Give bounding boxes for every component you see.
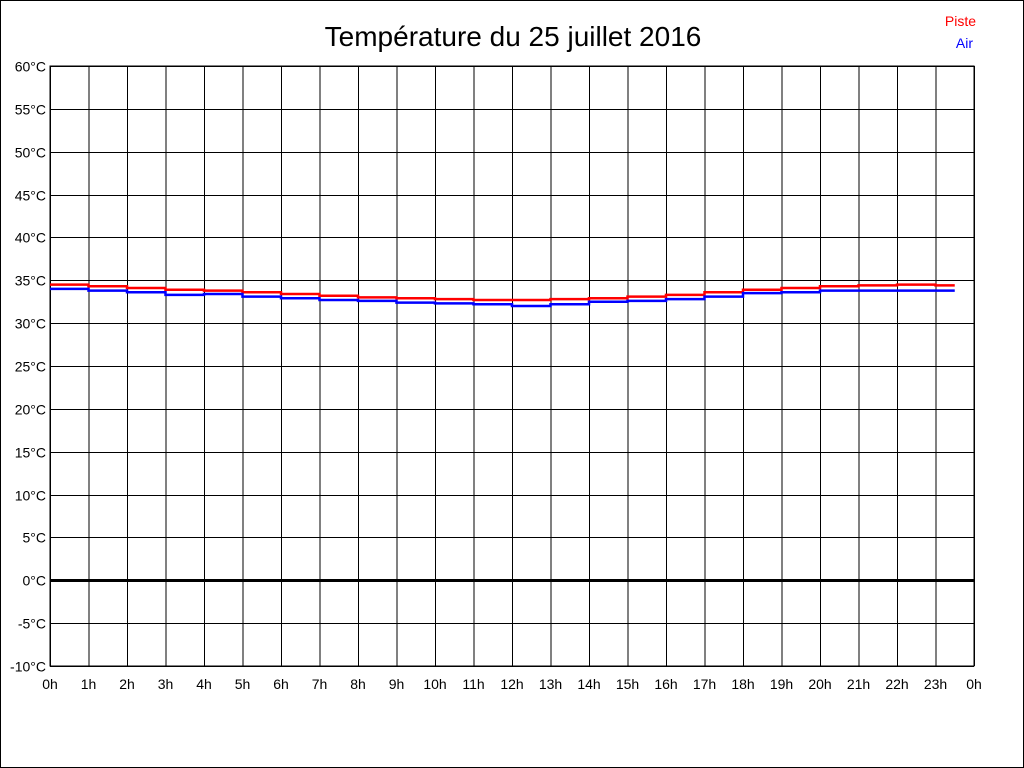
series-line-piste (50, 283, 955, 302)
y-tick-label: 0°C (23, 573, 47, 589)
y-tick-label: 60°C (15, 59, 46, 75)
legend-piste: Piste (945, 13, 976, 29)
y-tick-label: 25°C (15, 359, 46, 375)
y-tick-label: 5°C (23, 530, 47, 546)
x-tick-label: 12h (500, 676, 523, 692)
chart-title: Température du 25 juillet 2016 (325, 21, 702, 52)
x-tick-label: 6h (273, 676, 289, 692)
y-tick-label: -5°C (18, 616, 46, 632)
x-tick-label: 13h (539, 676, 562, 692)
y-tick-label: 30°C (15, 316, 46, 332)
legend-air: Air (956, 35, 973, 51)
x-tick-label: 23h (924, 676, 947, 692)
x-tick-label: 15h (616, 676, 639, 692)
y-tick-label: 20°C (15, 402, 46, 418)
x-tick-label: 2h (119, 676, 135, 692)
y-tick-label: 40°C (15, 230, 46, 246)
x-tick-label: 4h (196, 676, 212, 692)
y-tick-label: 10°C (15, 488, 46, 504)
x-tick-label: 17h (693, 676, 716, 692)
series-line-air (50, 287, 955, 308)
x-tick-label: 1h (81, 676, 97, 692)
x-tick-label: 14h (577, 676, 600, 692)
x-tick-label: 0h (42, 676, 58, 692)
y-tick-label: 45°C (15, 188, 46, 204)
x-tick-label: 19h (770, 676, 793, 692)
x-tick-label: 7h (312, 676, 328, 692)
x-tick-label: 18h (731, 676, 754, 692)
x-tick-label: 3h (158, 676, 174, 692)
x-tick-label: 21h (847, 676, 870, 692)
y-tick-label: 35°C (15, 273, 46, 289)
y-tick-label: -10°C (10, 659, 46, 675)
x-tick-label: 5h (235, 676, 251, 692)
x-tick-label: 20h (808, 676, 831, 692)
y-tick-label: 15°C (15, 445, 46, 461)
x-tick-label: 22h (885, 676, 908, 692)
x-tick-label: 11h (462, 676, 484, 692)
x-tick-label: 0h (966, 676, 982, 692)
y-tick-label: 55°C (15, 102, 46, 118)
x-tick-label: 9h (389, 676, 405, 692)
x-tick-label: 8h (350, 676, 366, 692)
y-tick-label: 50°C (15, 145, 46, 161)
x-tick-label: 10h (423, 676, 446, 692)
x-tick-label: 16h (654, 676, 677, 692)
